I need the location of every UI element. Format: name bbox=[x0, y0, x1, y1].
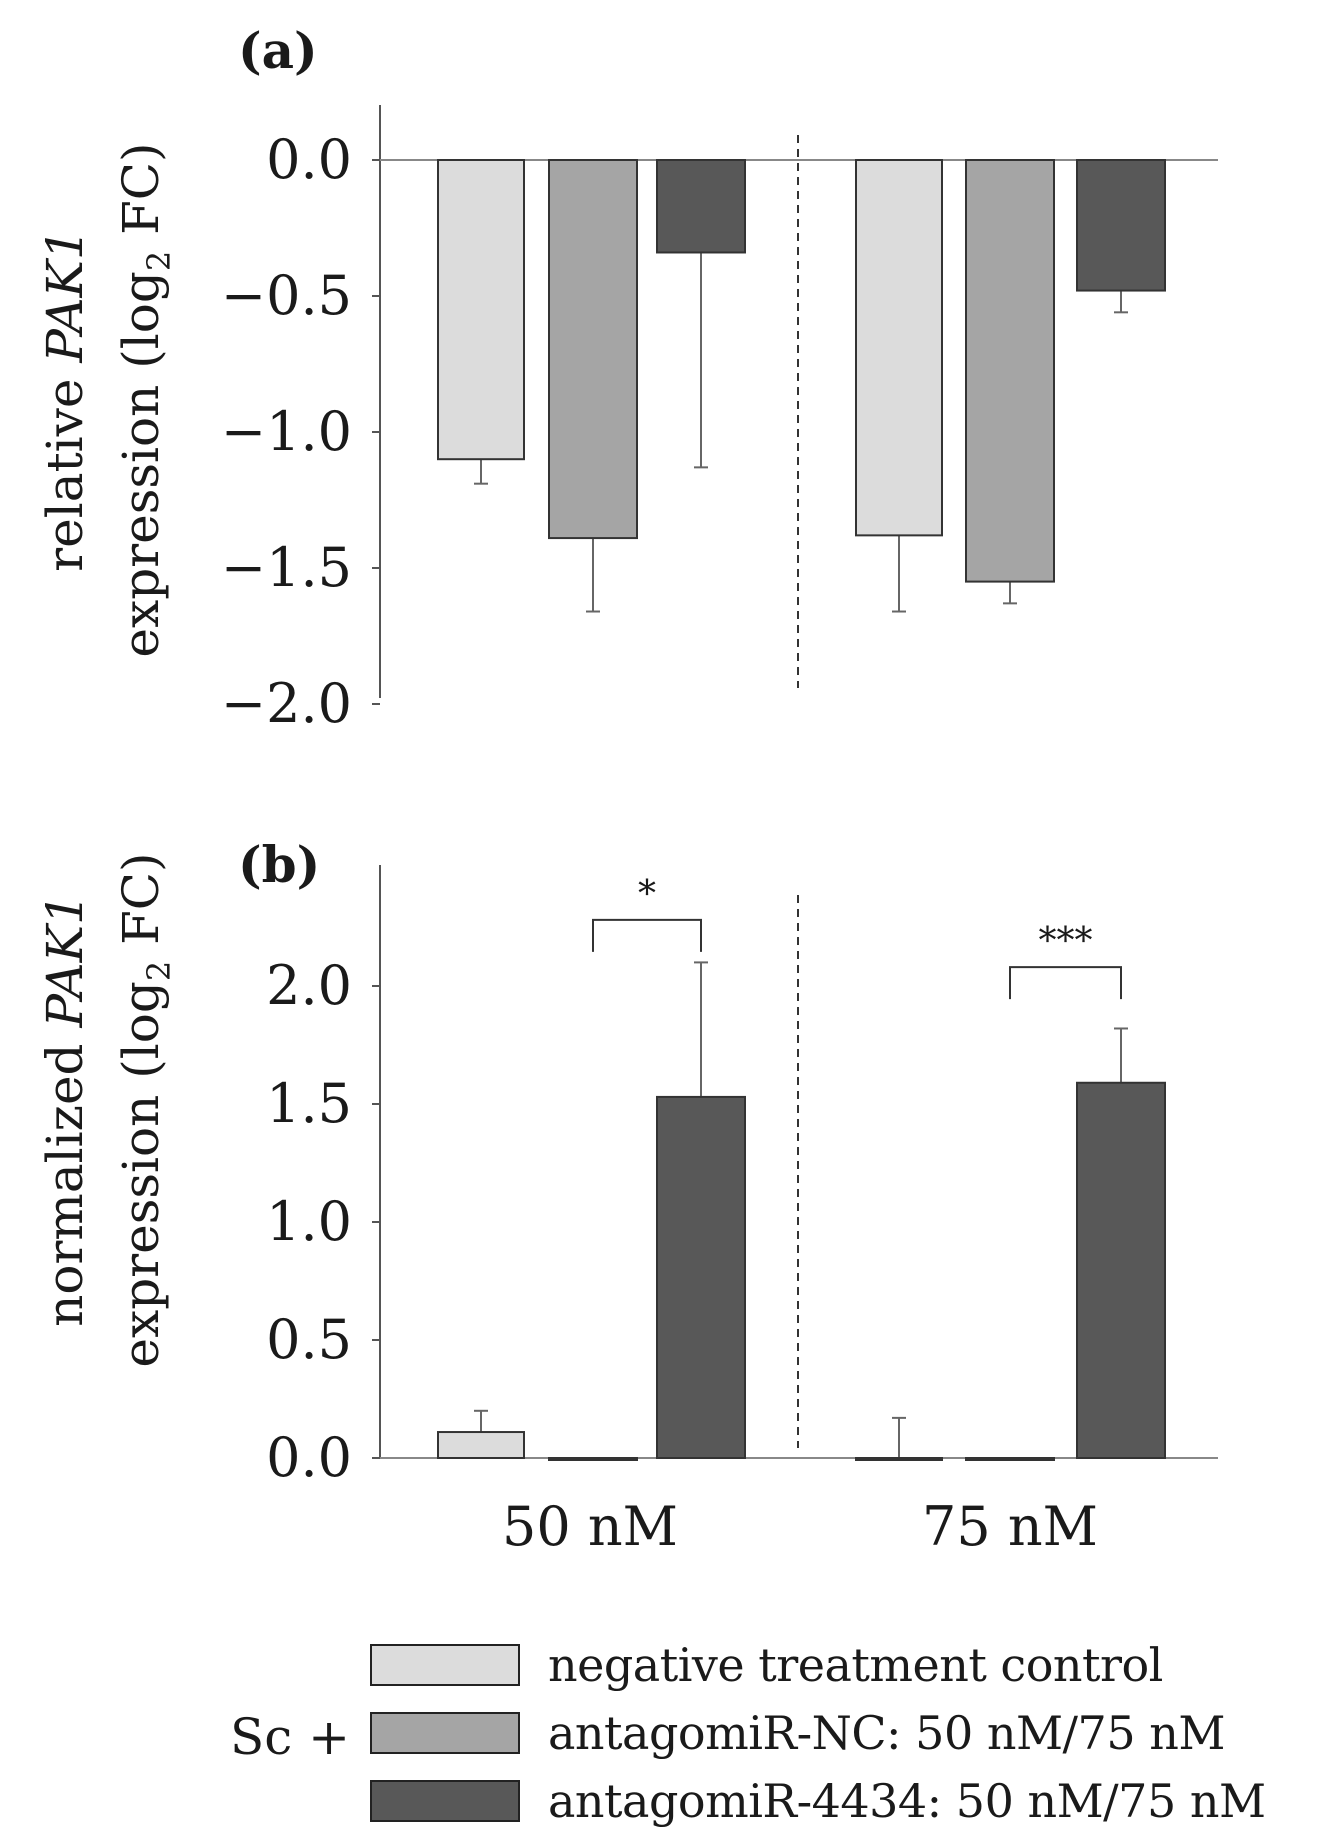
panel-b-bar-antagomir-nc-1 bbox=[965, 1457, 1055, 1461]
panel-b-chart: (b) 0.0 0.5 1.0 1.5 2.0 normalized PAK1 express… bbox=[36, 835, 1218, 1558]
panel-a-bar-antagomir-4434-0 bbox=[656, 159, 746, 254]
legend-swatch-antagomir-nc bbox=[370, 1712, 520, 1754]
panel-a-label: (a) bbox=[238, 21, 318, 80]
panel-a-y-tick-label: −1.0 bbox=[221, 400, 352, 463]
panel-a-y-tick-label: −2.0 bbox=[221, 672, 352, 735]
panel-a-bar-antagomir-nc-1 bbox=[965, 159, 1055, 583]
panel-b-significance-label-0: * bbox=[638, 874, 656, 915]
panel-a-bar-antagomir-4434-1 bbox=[1076, 159, 1166, 292]
panel-b-bar-antagomir-4434-0 bbox=[656, 1095, 746, 1460]
panel-a-y-tick-label: 0.0 bbox=[266, 128, 352, 191]
panel-a-y-tick-label: −1.5 bbox=[221, 536, 352, 599]
legend-swatch-negative-control bbox=[370, 1644, 520, 1686]
legend-label-antagomir-nc: antagomiR-NC: 50 nM/75 nM bbox=[548, 1706, 1225, 1760]
legend-swatch-antagomir-4434 bbox=[370, 1780, 520, 1822]
panel-b-bar-antagomir-4434-1 bbox=[1076, 1081, 1166, 1459]
panel-b-significance-label-1: *** bbox=[1039, 921, 1093, 962]
panel-a-y-tick-label: −0.5 bbox=[221, 264, 352, 327]
panel-b-y-tick-label: 2.0 bbox=[266, 954, 352, 1017]
panel-a-ylabel-line2: expression (log2 FC) bbox=[112, 142, 178, 657]
panel-b-x-tick-label-0: 50 nM bbox=[502, 1495, 678, 1558]
panel-a-bar-negative-control-1 bbox=[855, 159, 943, 537]
panel-b-ylabel-line2: expression (log2 FC) bbox=[112, 852, 178, 1367]
legend-label-antagomir-4434: antagomiR-4434: 50 nM/75 nM bbox=[548, 1774, 1266, 1828]
legend-item-antagomir-nc: antagomiR-NC: 50 nM/75 nM bbox=[370, 1706, 1225, 1760]
legend-item-negative-control: negative treatment control bbox=[370, 1638, 1163, 1692]
panel-b-y-tick-label: 1.5 bbox=[266, 1072, 352, 1135]
panel-b-bar-antagomir-nc-0 bbox=[548, 1457, 638, 1461]
legend-item-antagomir-4434: antagomiR-4434: 50 nM/75 nM bbox=[370, 1774, 1266, 1828]
panel-b-x-tick-label-1: 75 nM bbox=[922, 1495, 1098, 1558]
panel-a-bar-negative-control-0 bbox=[437, 159, 525, 461]
panel-b-y-tick-label: 1.0 bbox=[266, 1190, 352, 1253]
panel-b-bar-negative-control-1 bbox=[855, 1457, 943, 1461]
legend-prefix: Sc + bbox=[230, 1708, 351, 1766]
panel-b-bar-negative-control-0 bbox=[437, 1431, 525, 1460]
panel-a-chart: (a) 0.0 −0.5 −1.0 −1.5 −2.0 relative PAK1 expre… bbox=[36, 21, 1218, 735]
legend-label-negative-control: negative treatment control bbox=[548, 1638, 1163, 1692]
panel-b-y-tick-label: 0.0 bbox=[266, 1426, 352, 1489]
panel-b-significance-bracket-1 bbox=[1009, 966, 1122, 1000]
panel-b-significance-bracket-0 bbox=[592, 918, 702, 952]
panel-b-label: (b) bbox=[238, 835, 320, 894]
panel-b-ylabel-line1: normalized PAK1 bbox=[36, 893, 94, 1327]
legend: negative treatment control antagomiR-NC:… bbox=[230, 1638, 1320, 1830]
panel-a-ylabel-line1: relative PAK1 bbox=[36, 228, 94, 571]
panel-b-y-tick-label: 0.5 bbox=[266, 1308, 352, 1371]
panel-a-bar-antagomir-nc-0 bbox=[548, 159, 638, 540]
